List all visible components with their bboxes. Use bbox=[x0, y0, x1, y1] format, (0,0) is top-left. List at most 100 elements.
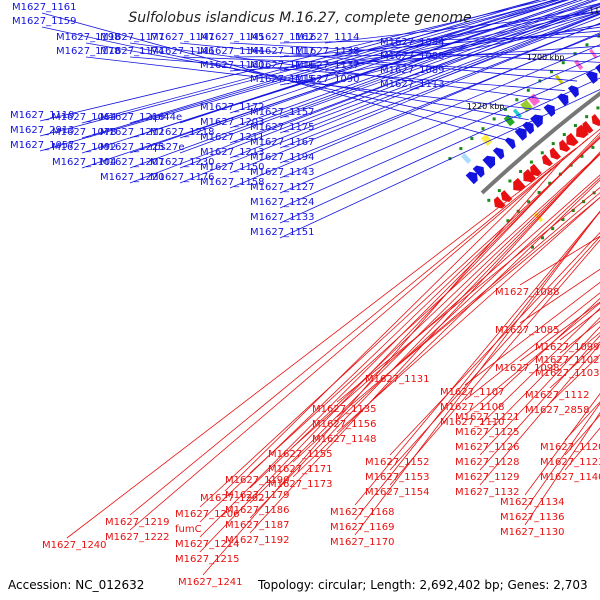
reverse-leader-line bbox=[129, 138, 589, 531]
reverse-leader-line bbox=[354, 210, 600, 506]
reverse-gene-arrow bbox=[582, 121, 594, 134]
forward-gene-label: M1627_1114 bbox=[295, 32, 360, 43]
gc-dot bbox=[470, 137, 474, 141]
reverse-gene-label: M1627_1153 bbox=[365, 472, 430, 483]
gc-dot bbox=[591, 145, 595, 149]
forward-gene-label: M1627_1213 bbox=[200, 147, 265, 158]
forward-gene-arrow bbox=[595, 63, 600, 74]
gc-dot bbox=[448, 157, 452, 161]
reverse-gene-labels: M1627_1088 M1627_1085 M1627_1098 M1627_1099… bbox=[42, 287, 600, 588]
forward-gene-label: M1627_1119 bbox=[10, 110, 75, 121]
gc-dot bbox=[585, 115, 589, 119]
forward-leader-line bbox=[179, 42, 578, 82]
forward-gene-label: M1627_1150 bbox=[200, 162, 265, 173]
gc-dot bbox=[573, 124, 577, 128]
forward-leader-line bbox=[279, 44, 600, 179]
reverse-gene-label: M1627_1154 bbox=[365, 487, 430, 498]
forward-gene-label: M1627_1151 bbox=[250, 227, 315, 238]
cog-category-block bbox=[527, 93, 541, 107]
forward-leader-line bbox=[229, 4, 600, 144]
reverse-gene-label: M1627_1125 bbox=[455, 427, 520, 438]
forward-leader-line bbox=[409, 2, 600, 49]
accession-text: Accession: NC_012632 bbox=[8, 578, 145, 592]
forward-leader-line bbox=[179, 0, 556, 124]
forward-leader-line bbox=[39, 0, 569, 152]
feature-tracks bbox=[461, 48, 600, 223]
reverse-gene-label: M1627_1169 bbox=[330, 522, 395, 533]
reverse-leader-line bbox=[389, 231, 600, 456]
forward-gene-label: M1627_1198 bbox=[56, 32, 121, 43]
forward-gene-label: M1627_1160 bbox=[200, 60, 265, 71]
topology-summary: Topology: circular; Length: 2,692,402 bp… bbox=[258, 578, 588, 592]
reverse-gene-label: M1627_1214 bbox=[175, 539, 240, 550]
forward-leader-line bbox=[279, 24, 600, 86]
forward-gene-label: M1627_1207 bbox=[100, 157, 165, 168]
reverse-leader-line bbox=[524, 402, 600, 511]
forward-gene-label: M1627_1124 bbox=[250, 197, 315, 208]
forward-gene-label: M1627_1159 bbox=[12, 16, 77, 27]
forward-leader-line bbox=[279, 12, 600, 134]
forward-gene-label: M1627_1212 bbox=[100, 127, 165, 138]
forward-leader-line bbox=[179, 5, 600, 169]
gc-dot bbox=[551, 227, 555, 231]
forward-gene-arrow bbox=[482, 155, 496, 169]
forward-gene-label: M1627_1127 bbox=[250, 182, 315, 193]
gc-dot bbox=[571, 209, 575, 213]
forward-leader-line bbox=[81, 0, 555, 139]
forward-leader-line bbox=[279, 89, 600, 239]
reverse-leader-line bbox=[479, 335, 600, 471]
forward-gene-label: M1627_1177 bbox=[100, 32, 165, 43]
reverse-gene-arrow bbox=[523, 169, 536, 183]
forward-gene-label: M1627_1162 bbox=[250, 32, 315, 43]
kbp-tick-labels: 980 kbp1000 kbp1020 kbp1040 kbp1060 kbp1… bbox=[467, 7, 600, 111]
forward-gene-arrow bbox=[522, 121, 534, 135]
forward-gene-label: M1627_1220 bbox=[100, 172, 165, 183]
forward-leader-line bbox=[324, 10, 600, 58]
gc-dot bbox=[548, 181, 552, 185]
reverse-leader-line bbox=[202, 158, 564, 576]
reverse-leader-line bbox=[479, 317, 600, 441]
gc-dot bbox=[537, 190, 541, 194]
forward-gene-label: M1627_1117 bbox=[250, 46, 315, 57]
gc-dot bbox=[580, 154, 584, 158]
reverse-leader-line bbox=[389, 236, 600, 471]
reverse-gene-label: M1627_1179 bbox=[225, 490, 290, 501]
reverse-gene-label: M1627_1136 bbox=[500, 512, 565, 523]
gc-dot bbox=[582, 200, 586, 204]
reverse-gene-arrow bbox=[513, 177, 526, 192]
gc-dot bbox=[515, 98, 519, 102]
genome-backbone bbox=[480, 91, 600, 195]
reverse-leader-line bbox=[524, 393, 600, 496]
cog-category-block bbox=[520, 99, 533, 113]
label-leader-lines bbox=[39, 0, 600, 576]
reverse-gene-arrow bbox=[500, 190, 513, 203]
reverse-gene-label: M1627_1148 bbox=[312, 434, 377, 445]
gc-dot bbox=[527, 200, 531, 204]
reverse-gene-label: M1627_1121 bbox=[455, 412, 520, 423]
gc-dot bbox=[550, 70, 554, 74]
forward-leader-line bbox=[279, 23, 600, 149]
reverse-gene-arrow bbox=[530, 163, 542, 177]
forward-leader-line bbox=[324, 11, 600, 44]
gc-dot bbox=[526, 88, 530, 92]
forward-leader-line bbox=[81, 0, 584, 169]
reverse-gene-label: M1627_1241 bbox=[178, 577, 243, 588]
reverse-leader-line bbox=[292, 177, 600, 463]
gc-dot bbox=[561, 218, 565, 222]
reverse-leader-line bbox=[249, 152, 600, 519]
reverse-leader-line bbox=[479, 326, 600, 456]
reverse-gene-label: M1627_1129 bbox=[455, 472, 520, 483]
forward-gene-label: M1627_1090 bbox=[295, 74, 360, 85]
reverse-leader-line bbox=[249, 151, 600, 534]
forward-gene-label: rps27e bbox=[150, 142, 185, 153]
forward-gene-label: M1627_1089 bbox=[380, 65, 445, 76]
reverse-gene-arrow bbox=[591, 114, 600, 127]
forward-leader-line bbox=[129, 0, 560, 139]
forward-gene-label: M1627_1211 bbox=[200, 132, 265, 143]
forward-leader-line bbox=[229, 32, 600, 189]
cog-category-block bbox=[480, 133, 493, 147]
reverse-gene-label: M1627_1131 bbox=[365, 374, 430, 385]
reverse-gene-label: M1627_1215 bbox=[175, 554, 240, 565]
forward-leader-line bbox=[279, 35, 600, 44]
